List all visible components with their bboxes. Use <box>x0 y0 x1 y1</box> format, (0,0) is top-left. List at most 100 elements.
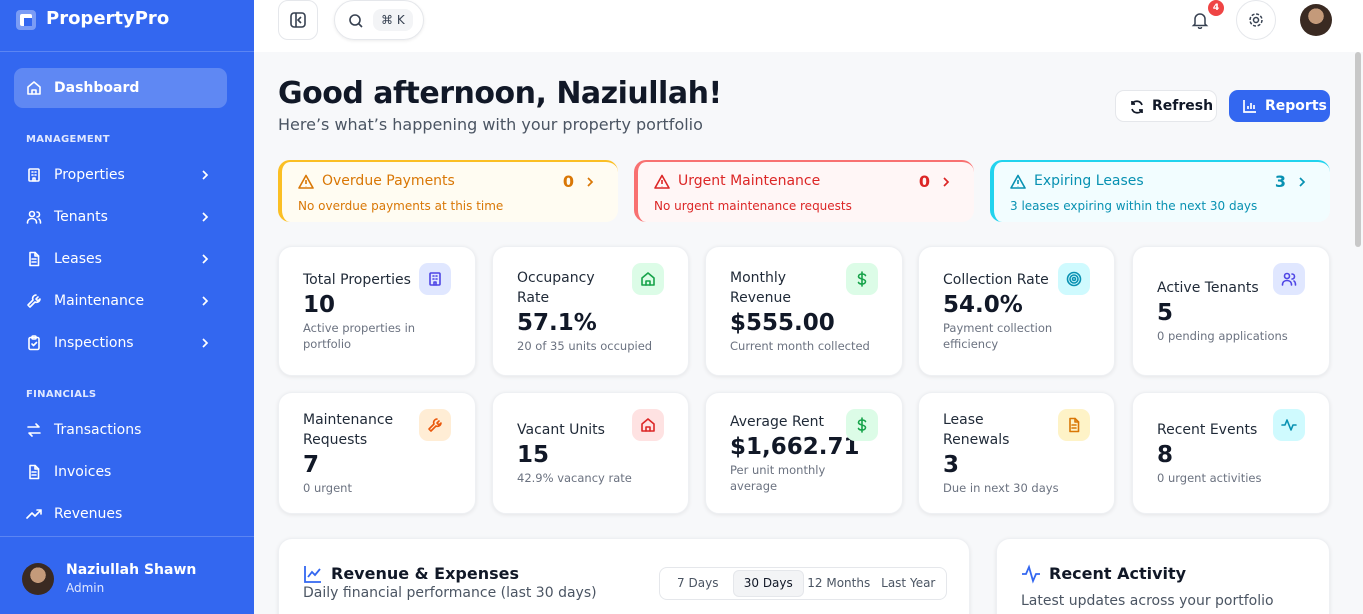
alert-title: Overdue Payments <box>322 173 455 189</box>
stat-card[interactable]: Total Properties 10 Active properties in p… <box>278 246 476 376</box>
alert-count: 0 <box>562 172 574 191</box>
stat-icon <box>632 263 664 295</box>
stat-note: 0 urgent activities <box>1157 471 1262 485</box>
nav-item[interactable]: Tenants <box>14 197 227 237</box>
alert-title: Expiring Leases <box>1034 173 1144 189</box>
nav-item[interactable]: Properties <box>14 155 227 195</box>
stat-icon <box>1273 409 1305 441</box>
stat-icon <box>419 263 451 295</box>
alert-card[interactable]: Urgent Maintenance 0 No urgent maintenance… <box>634 160 974 222</box>
nav-label: Inspections <box>54 335 134 351</box>
activity-panel: Recent Activity Latest updates across yo… <box>996 538 1330 614</box>
shortcut: ⌘ K <box>373 9 413 31</box>
stat-card[interactable]: Vacant Units 15 42.9% vacancy rate <box>492 392 689 514</box>
avatar[interactable] <box>1300 4 1332 36</box>
nav-item[interactable]: Maintenance <box>14 281 227 321</box>
notification-count: 4 <box>1208 0 1224 16</box>
reports-button[interactable]: Reports <box>1229 90 1330 122</box>
range-tab[interactable]: Last Year <box>881 576 936 590</box>
stat-value: $1,662.71 <box>730 434 860 460</box>
range-tab[interactable]: 12 Months <box>807 576 871 590</box>
stat-icon <box>1273 263 1305 295</box>
stat-icon <box>846 263 878 295</box>
stat-label: Vacant Units <box>517 422 605 438</box>
nav-item[interactable]: Leases <box>14 239 227 279</box>
nav-item[interactable]: Revenues <box>14 494 227 534</box>
stat-note: Current month collected <box>730 339 870 353</box>
nav-label: Transactions <box>54 422 142 438</box>
nav-item[interactable]: Inspections <box>14 323 227 363</box>
nav-label: Leases <box>54 251 102 267</box>
stat-value: 7 <box>303 452 320 478</box>
user-name: Naziullah Shawn <box>66 562 197 578</box>
panel-title: Revenue & Expenses <box>331 564 520 583</box>
settings[interactable] <box>1236 0 1276 40</box>
range-tab[interactable]: 30 Days <box>732 570 804 597</box>
stat-label: Total Properties <box>303 272 411 288</box>
user-role: Admin <box>66 581 105 595</box>
stat-card[interactable]: Occupancy Rate 57.1% 20 of 35 units occupi… <box>492 246 689 376</box>
range-tabs: 7 Days 30 Days 12 Months Last Year <box>659 567 947 600</box>
stat-value: 10 <box>303 292 336 318</box>
topbar: ⌘ K 4 <box>254 0 1363 52</box>
avatar[interactable] <box>22 563 54 595</box>
stat-value: 54.0% <box>943 292 1023 318</box>
subtitle: Here’s what’s happening with your proper… <box>278 115 703 134</box>
stat-value: 8 <box>1157 442 1174 468</box>
range-tab[interactable]: 7 Days <box>677 576 719 590</box>
divider <box>0 51 254 52</box>
stat-label: Collection Rate <box>943 272 1049 288</box>
stat-note: 42.9% vacancy rate <box>517 471 632 485</box>
stat-value: 57.1% <box>517 310 597 336</box>
stat-note: 0 pending applications <box>1157 329 1288 343</box>
stat-note: Per unit monthly average <box>730 463 826 493</box>
stat-label: Lease Renewals <box>943 412 1010 448</box>
stat-note: 20 of 35 units occupied <box>517 339 653 353</box>
section-heading: FINANCIALS <box>26 389 97 400</box>
stat-label: Active Tenants <box>1157 280 1259 296</box>
nav-label: Properties <box>54 167 125 183</box>
nav-item[interactable]: Dashboard <box>14 68 227 108</box>
stat-label: Recent Events <box>1157 422 1258 438</box>
stat-icon <box>846 409 878 441</box>
stat-card[interactable]: Lease Renewals 3 Due in next 30 days <box>918 392 1115 514</box>
logo <box>16 10 36 30</box>
revenue-panel: Revenue & Expenses Daily financial perfo… <box>278 538 970 614</box>
stat-label: Average Rent <box>730 414 825 430</box>
stat-note: 0 urgent <box>303 481 352 495</box>
stat-card[interactable]: Collection Rate 54.0% Payment collection e… <box>918 246 1115 376</box>
nav-label: Tenants <box>54 209 108 225</box>
nav-label: Revenues <box>54 506 123 522</box>
sidebar-toggle[interactable] <box>278 0 318 40</box>
nav-label: Dashboard <box>54 80 140 96</box>
stat-icon <box>419 409 451 441</box>
stat-card[interactable]: Recent Events 8 0 urgent activities <box>1132 392 1330 514</box>
divider <box>0 536 254 537</box>
stat-label: Occupancy Rate <box>517 270 595 306</box>
alert-title: Urgent Maintenance <box>678 173 821 189</box>
stat-note: Due in next 30 days <box>943 481 1059 495</box>
greeting: Good afternoon, Naziullah! <box>278 76 722 111</box>
search[interactable]: ⌘ K <box>334 0 424 40</box>
alert-card[interactable]: Overdue Payments 0 No overdue payments at … <box>278 160 618 222</box>
stat-card[interactable]: Active Tenants 5 0 pending applications <box>1132 246 1330 376</box>
stat-card[interactable]: Monthly Revenue $555.00 Current month coll… <box>705 246 903 376</box>
panel-subtitle: Latest updates across your portfolio <box>1021 593 1274 609</box>
brand[interactable]: PropertyPro <box>46 8 170 29</box>
stat-note: Payment collection efficiency <box>943 321 1053 351</box>
alert-message: No overdue payments at this time <box>298 199 504 213</box>
refresh-button[interactable]: Refresh <box>1115 90 1217 122</box>
stat-icon <box>632 409 664 441</box>
stat-card[interactable]: Average Rent $1,662.71 Per unit monthly av… <box>705 392 903 514</box>
alert-card[interactable]: Expiring Leases 3 3 leases expiring within… <box>990 160 1330 222</box>
button-label: Refresh <box>1152 98 1214 114</box>
bell[interactable] <box>1191 11 1209 29</box>
panel-title: Recent Activity <box>1049 564 1187 583</box>
stat-value: 3 <box>943 452 960 478</box>
scrollbar <box>1355 52 1361 247</box>
nav-item[interactable]: Invoices <box>14 452 227 492</box>
nav-item[interactable]: Transactions <box>14 410 227 450</box>
stat-card[interactable]: Maintenance Requests 7 0 urgent <box>278 392 476 514</box>
stat-label: Monthly Revenue <box>730 270 791 306</box>
